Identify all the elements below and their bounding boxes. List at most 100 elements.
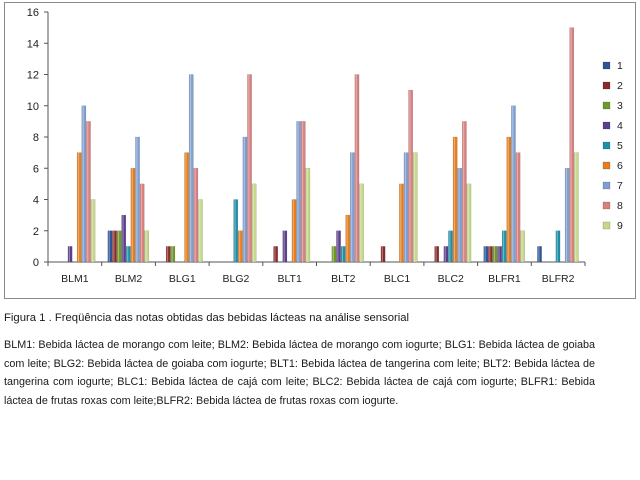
bar-highlight bbox=[516, 152, 518, 262]
bar-blg2-series-8 bbox=[247, 74, 252, 263]
bar-blt1-series-9 bbox=[305, 168, 311, 263]
bar-blfr1-series-5 bbox=[501, 230, 507, 263]
bar-highlight bbox=[404, 152, 406, 262]
bar-highlight bbox=[166, 246, 169, 262]
bar-highlight bbox=[484, 246, 486, 262]
bar-blt1-series-4 bbox=[282, 230, 288, 263]
bar-highlight bbox=[122, 215, 124, 262]
bar-highlight bbox=[117, 230, 120, 262]
bar-blg1-series-8 bbox=[193, 168, 199, 263]
bar-highlight bbox=[458, 168, 460, 262]
bar-blg1-series-3 bbox=[170, 246, 176, 263]
bar-blm1-series-6 bbox=[76, 152, 82, 263]
bar-highlight bbox=[199, 199, 201, 262]
bar-highlight bbox=[355, 74, 357, 262]
bar-highlight bbox=[68, 246, 70, 262]
bar-highlight bbox=[113, 230, 115, 262]
bar-blg1-series-7 bbox=[188, 74, 194, 263]
bar-highlight bbox=[283, 230, 285, 262]
bar-blg2-series-6 bbox=[238, 230, 243, 263]
bar-blfr2-series-9 bbox=[574, 152, 579, 263]
y-tick-label: 14 bbox=[27, 38, 39, 50]
bar-blm2-series-3 bbox=[116, 230, 122, 263]
bar-blt1-series-6 bbox=[291, 199, 297, 263]
bar-highlight bbox=[570, 27, 572, 262]
bar-blfr1-series-8 bbox=[515, 152, 521, 263]
bar-highlight bbox=[565, 168, 568, 262]
bar-highlight bbox=[538, 246, 540, 262]
bar-blm2-series-4 bbox=[121, 214, 127, 263]
bar-highlight bbox=[239, 230, 241, 262]
legend-swatch-1 bbox=[602, 61, 611, 70]
bar-blfr1-series-2 bbox=[488, 246, 493, 263]
bar-highlight bbox=[463, 121, 465, 262]
bar-highlight bbox=[131, 168, 133, 262]
bar-blc2-series-5 bbox=[448, 230, 453, 263]
legend-swatch-2 bbox=[602, 81, 611, 90]
bar-blm2-series-8 bbox=[139, 183, 145, 263]
legend-label-6: 6 bbox=[617, 160, 623, 172]
bar-blfr1-series-9 bbox=[520, 230, 525, 263]
bar-blt2-series-5 bbox=[340, 246, 346, 263]
bar-blm2-series-6 bbox=[130, 168, 136, 263]
bar-highlight bbox=[82, 105, 84, 262]
y-tick-label: 10 bbox=[27, 101, 39, 113]
bar-blt2-series-3 bbox=[331, 246, 337, 263]
bar-blc2-series-9 bbox=[466, 183, 472, 263]
bar-highlight bbox=[301, 121, 304, 262]
bar-blt1-series-7 bbox=[296, 121, 301, 263]
x-tick-label: BLT1 bbox=[277, 273, 301, 285]
bar-blg2-series-9 bbox=[251, 183, 257, 263]
legend-label-9: 9 bbox=[617, 220, 623, 232]
bar-highlight bbox=[171, 246, 173, 262]
bar-highlight bbox=[351, 152, 353, 262]
legend-swatch-5 bbox=[602, 141, 611, 150]
bar-highlight bbox=[498, 246, 500, 262]
bar-blc2-series-6 bbox=[452, 136, 458, 263]
bar-highlight bbox=[140, 183, 143, 262]
bar-highlight bbox=[502, 230, 505, 262]
bar-blfr1-series-7 bbox=[511, 105, 516, 263]
bar-blm2-series-2 bbox=[112, 230, 117, 263]
bar-blfr2-series-8 bbox=[569, 27, 575, 263]
bar-blt1-series-2 bbox=[273, 246, 278, 263]
bar-highlight bbox=[556, 230, 558, 262]
figure-caption: Figura 1 . Freqüência das notas obtidas … bbox=[4, 312, 410, 324]
x-tick-label: BLM1 bbox=[61, 273, 89, 285]
y-tick-label: 0 bbox=[33, 257, 39, 269]
legend-label-5: 5 bbox=[617, 140, 623, 152]
bar-highlight bbox=[341, 246, 344, 262]
bar-blc1-series-8 bbox=[408, 89, 413, 263]
bar-highlight bbox=[185, 152, 187, 262]
bar-highlight bbox=[145, 230, 147, 262]
bar-blm2-series-1 bbox=[107, 230, 113, 263]
bar-blg1-series-6 bbox=[184, 152, 189, 263]
y-tick-label: 4 bbox=[33, 195, 39, 207]
bar-highlight bbox=[332, 246, 334, 262]
bar-blc1-series-7 bbox=[403, 152, 409, 263]
bar-highlight bbox=[346, 215, 348, 262]
bar-blfr2-series-1 bbox=[537, 246, 542, 263]
bar-highlight bbox=[381, 246, 383, 262]
bar-blt1-series-8 bbox=[300, 121, 306, 263]
bar-blfr1-series-6 bbox=[506, 136, 512, 263]
bar-highlight bbox=[575, 152, 577, 262]
bar-blfr1-series-4 bbox=[497, 246, 502, 263]
bar-blc2-series-4 bbox=[443, 246, 449, 263]
abbreviation-legend: BLM1: Bebida láctea de morango com leite… bbox=[4, 339, 595, 407]
bar-highlight bbox=[108, 230, 110, 262]
y-tick-label: 12 bbox=[27, 70, 39, 82]
bar-blc2-series-8 bbox=[462, 121, 467, 263]
bar-blc2-series-7 bbox=[457, 168, 463, 263]
y-tick-label: 8 bbox=[33, 132, 39, 144]
legend-swatch-8 bbox=[602, 201, 611, 210]
bar-blg2-series-5 bbox=[233, 199, 239, 263]
bar-blg1-series-2 bbox=[165, 246, 171, 263]
y-tick-label: 16 bbox=[27, 7, 39, 19]
bar-blm2-series-5 bbox=[126, 246, 131, 263]
x-tick-label: BLC2 bbox=[438, 273, 464, 285]
bar-blt2-series-9 bbox=[359, 183, 364, 263]
bar-blc1-series-6 bbox=[399, 183, 404, 263]
bar-blt2-series-6 bbox=[345, 214, 351, 263]
x-tick-label: BLFR1 bbox=[488, 273, 521, 285]
